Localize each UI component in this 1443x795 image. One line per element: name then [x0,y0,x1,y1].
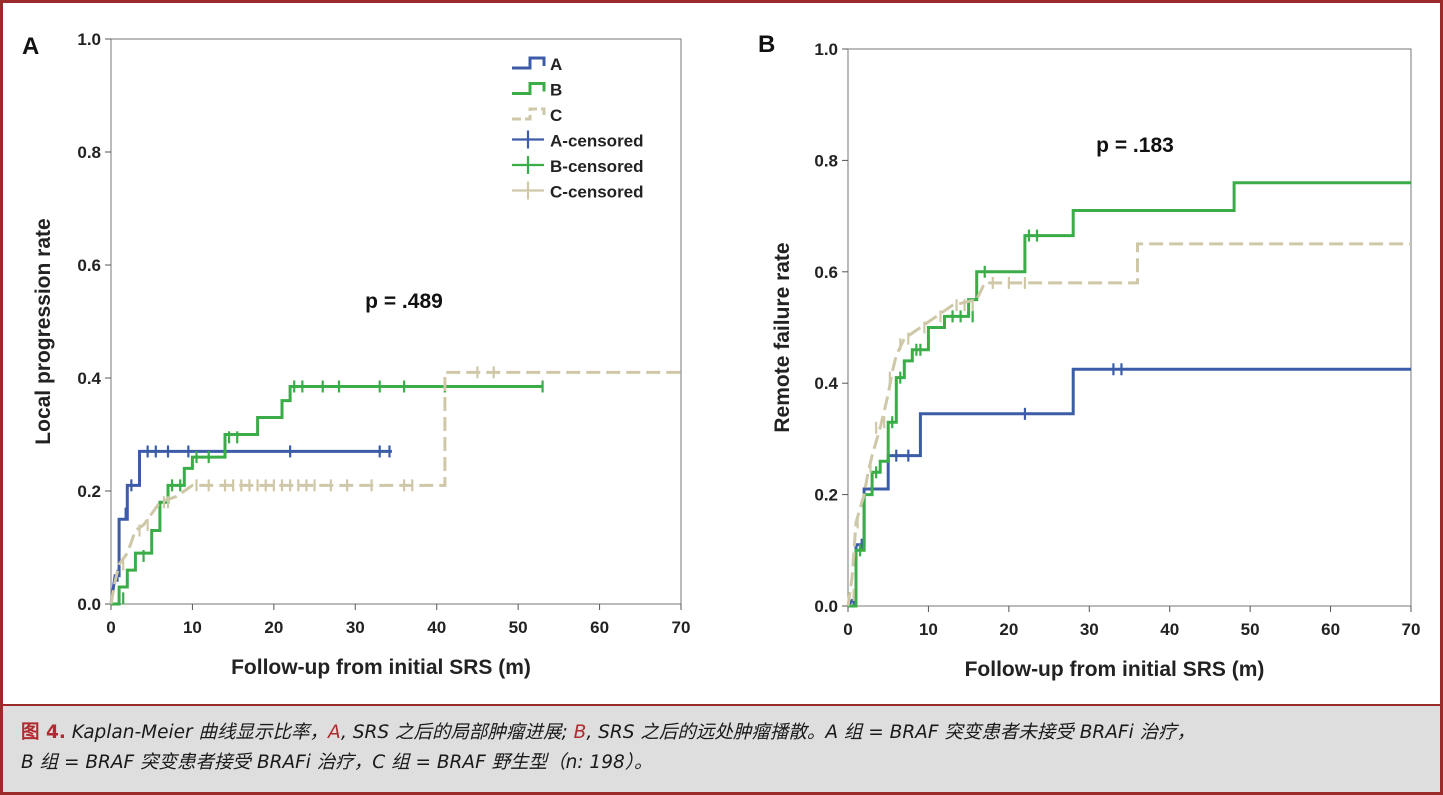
x-axis-title: Follow-up from initial SRS (m) [231,656,531,679]
panel-label: B [758,31,775,58]
y-tick-label: 0.6 [77,256,101,275]
y-tick-label: 1.0 [814,40,838,59]
plot-area [110,38,682,605]
legend-label: C [550,106,562,125]
series-line-c [846,242,1411,607]
x-tick-label: 10 [919,620,938,639]
x-tick-label: 30 [346,618,365,637]
legend-swatch-a [512,56,546,70]
caption-text-4: B 组 = BRAF 突变患者接受 BRAFi 治疗，C 组 = BRAF 野生… [21,752,653,773]
series-line-a [846,367,1411,607]
y-tick-label: 0.4 [77,369,101,388]
x-axis-title: Follow-up from initial SRS (m) [965,658,1265,681]
legend-swatch-b [512,82,546,95]
y-tick-label: 0.2 [77,482,101,501]
x-tick-label: 50 [1241,620,1260,639]
caption-letter-b: B [573,722,587,743]
legend-swatch-a-censored [512,130,544,149]
figure-caption: 图 4. Kaplan-Meier 曲线显示比率，A, SRS 之后的局部肿瘤进… [0,704,1443,795]
x-tick-label: 40 [427,618,446,637]
y-tick-label: 0.6 [814,263,838,282]
legend-label: C-censored [550,183,644,202]
x-tick-label: 50 [509,618,528,637]
plot-area [847,48,1412,607]
y-tick-label: 0.2 [814,486,838,505]
p-value-annotation: p = .183 [1096,134,1174,157]
x-tick-label: 20 [999,620,1018,639]
legend: ABC A-censored B-censored C-censored [512,55,644,202]
series-line-b [111,385,543,606]
y-tick-label: 0.0 [77,595,101,614]
caption-letter-a: A [328,722,342,743]
legend-label: A-censored [550,132,644,151]
caption-text-1: Kaplan-Meier 曲线显示比率， [71,722,329,743]
caption-label: 图 4. [21,722,66,743]
x-tick-label: 0 [843,620,852,639]
x-tick-label: 70 [1402,620,1421,639]
y-tick-label: 0.4 [814,374,838,393]
panel-label: A [22,33,39,60]
series-line-c [109,370,681,605]
legend-swatch-b-censored [512,156,544,174]
y-tick-label: 0.8 [814,151,838,170]
caption-text-3: , SRS 之后的远处肿瘤播散。A 组 = BRAF 突变患者未接受 BRAFi… [586,722,1196,743]
x-tick-label: 0 [106,618,115,637]
x-tick-label: 30 [1080,620,1099,639]
y-tick-label: 1.0 [77,30,101,49]
x-tick-label: 60 [1321,620,1340,639]
chart-panel-a: 0 10 20 30 40 50 60 70 0.0 0.2 0.4 0.6 0.8 1.0 Follow-… [22,30,690,679]
y-tick-label: 0.8 [77,143,101,162]
x-tick-label: 20 [264,618,283,637]
p-value-annotation: p = .489 [365,290,443,313]
kaplan-meier-figure: 0 10 20 30 40 50 60 70 0.0 0.2 0.4 0.6 0.8 1.0 Follow-… [22,30,1420,681]
legend-label: A [550,55,562,74]
y-axis-title: Local progression rate [32,218,55,444]
x-tick-label: 60 [590,618,609,637]
x-tick-label: 10 [183,618,202,637]
legend-label: B-censored [550,157,644,176]
caption-text-2: , SRS 之后的局部肿瘤进展; [341,722,568,743]
legend-swatch-c [512,107,546,121]
x-tick-label: 70 [672,618,691,637]
legend-swatch-c-censored [512,181,544,200]
x-tick-label: 40 [1160,620,1179,639]
series-line-a [109,449,392,605]
series-line-b [848,181,1411,608]
chart-panel-b: 0 10 20 30 40 50 60 70 0.0 0.2 0.4 0.6 0.8 1.0 Follow-… [758,31,1420,681]
y-tick-label: 0.0 [814,597,838,616]
y-axis-title: Remote failure rate [771,242,794,432]
legend-label: B [550,81,562,100]
